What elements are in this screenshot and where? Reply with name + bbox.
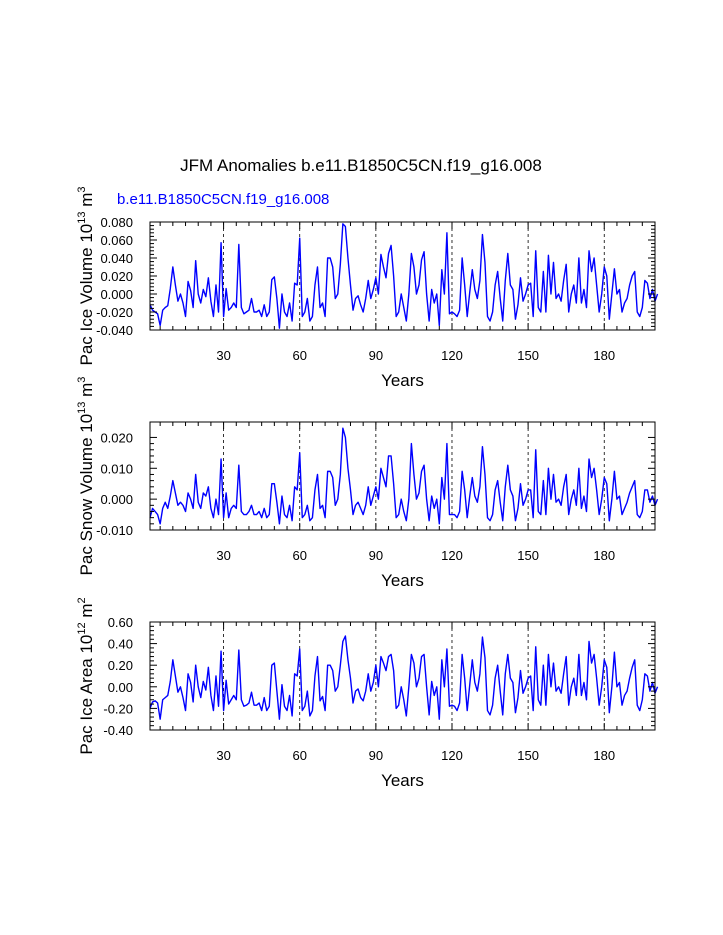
y-tick-label: -0.010 <box>96 523 133 538</box>
plot-frame <box>149 421 656 531</box>
x-tick-label: 30 <box>216 348 230 363</box>
x-tick-label: 60 <box>292 348 306 363</box>
y-tick-label: -0.20 <box>103 701 133 716</box>
series-line <box>149 223 659 329</box>
x-tick-label: 90 <box>369 548 383 563</box>
x-tick-label: 150 <box>517 748 539 763</box>
series-line <box>149 427 659 525</box>
y-axis-label-main: Pac Ice Area 10 <box>77 635 96 755</box>
y-axis-label-unit-exp: 3 <box>76 377 88 383</box>
y-axis-label-main: Pac Ice Volume 10 <box>77 224 96 366</box>
x-axis-label: Years <box>381 371 424 390</box>
x-axis-label: Years <box>381 571 424 590</box>
y-axis-label: Pac Ice Area 1012 m2 <box>76 597 96 754</box>
y-tick-label: -0.040 <box>96 323 133 338</box>
y-axis-label-unit: m <box>77 193 96 212</box>
y-axis-label: Pac Ice Volume 1013 m3 <box>76 186 96 365</box>
series-line <box>149 635 659 720</box>
chart-title: JFM Anomalies b.e11.B1850C5CN.f19_g16.00… <box>180 156 542 175</box>
y-tick-label: -0.020 <box>96 305 133 320</box>
x-tick-label: 150 <box>517 348 539 363</box>
y-tick-label: 0.020 <box>100 430 133 445</box>
y-tick-label: -0.40 <box>103 723 133 738</box>
y-tick-label: 0.20 <box>108 658 133 673</box>
y-axis-label-exp: 13 <box>76 402 88 414</box>
y-tick-label: 0.000 <box>100 287 133 302</box>
y-axis-label-unit: m <box>77 603 96 622</box>
chart-panel-1: 30 60 90 120 150 180 -0.040 -0.020 0.000 0.020 0.0… <box>76 186 659 390</box>
y-axis-label: Pac Snow Volume 1013 m3 <box>76 377 96 576</box>
x-tick-label: 90 <box>369 748 383 763</box>
x-tick-label: 120 <box>441 548 463 563</box>
x-tick-label: 120 <box>441 748 463 763</box>
x-tick-label: 120 <box>441 348 463 363</box>
x-tick-label: 60 <box>292 748 306 763</box>
x-axis-label: Years <box>381 771 424 790</box>
y-tick-label: 0.00 <box>108 680 133 695</box>
y-axis-label-unit-exp: 3 <box>76 186 88 192</box>
chart-panel-2: 30 60 90 120 150 180 -0.010 0.000 0.010 0.020 Year… <box>76 377 659 590</box>
y-tick-label: 0.60 <box>108 615 133 630</box>
x-tick-label: 150 <box>517 548 539 563</box>
y-axis-label-exp: 13 <box>76 212 88 224</box>
run-label: b.e11.B1850C5CN.f19_g16.008 <box>117 191 329 208</box>
x-tick-label: 30 <box>216 748 230 763</box>
y-axis-label-unit-exp: 2 <box>76 597 88 603</box>
plot-frame <box>149 621 656 731</box>
y-tick-label: 0.40 <box>108 637 133 652</box>
y-axis-label-exp: 12 <box>76 622 88 634</box>
y-tick-label: 0.060 <box>100 233 133 248</box>
x-tick-label: 60 <box>292 548 306 563</box>
y-tick-label: 0.040 <box>100 251 133 266</box>
y-tick-label: 0.010 <box>100 461 133 476</box>
y-tick-label: 0.020 <box>100 269 133 284</box>
chart-panels: 30 60 90 120 150 180 -0.040 -0.020 0.000 0.020 0.0… <box>76 186 659 790</box>
y-tick-label: 0.000 <box>100 492 133 507</box>
y-axis-label-main: Pac Snow Volume 10 <box>77 414 96 576</box>
x-tick-label: 180 <box>593 548 615 563</box>
x-tick-label: 180 <box>593 348 615 363</box>
x-tick-label: 30 <box>216 548 230 563</box>
y-axis-label-unit: m <box>77 383 96 402</box>
x-tick-label: 90 <box>369 348 383 363</box>
x-tick-label: 180 <box>593 748 615 763</box>
chart-panel-3: 30 60 90 120 150 180 -0.40 -0.20 0.00 0.20 0.40 0.6… <box>76 597 659 790</box>
y-tick-label: 0.080 <box>100 215 133 230</box>
